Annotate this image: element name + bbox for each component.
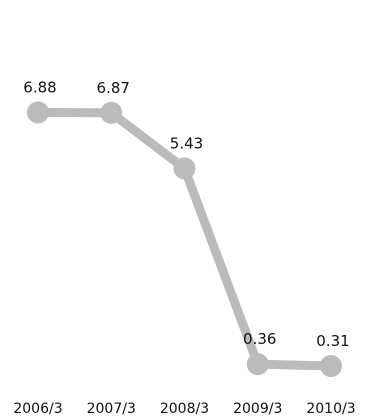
- data-point-2008-3: [173, 157, 196, 180]
- data-point-2009-3: [246, 353, 269, 376]
- data-point-2006-3: [27, 101, 49, 124]
- data-label-2006-3: 6.88: [23, 78, 56, 96]
- x-tick-label-2010-3: 2010/3: [306, 401, 355, 417]
- x-tick-labels-layer: 2006/3 2007/3 2008/3 2009/3 2010/3: [13, 401, 355, 417]
- data-label-2010-3: 0.31: [316, 332, 349, 350]
- x-tick-label-2006-3: 2006/3: [13, 401, 62, 417]
- data-label-2009-3: 0.36: [243, 330, 276, 348]
- data-point-2010-3: [320, 355, 342, 378]
- data-points-layer: [27, 101, 342, 378]
- x-tick-label-2008-3: 2008/3: [160, 401, 209, 417]
- data-label-2007-3: 6.87: [97, 79, 130, 97]
- data-point-2007-3: [100, 101, 123, 124]
- x-tick-label-2009-3: 2009/3: [233, 401, 282, 417]
- x-tick-label-2007-3: 2007/3: [87, 401, 136, 417]
- data-label-2008-3: 5.43: [170, 134, 203, 152]
- data-labels-layer: 6.88 6.87 5.43 0.36 0.31: [23, 78, 349, 350]
